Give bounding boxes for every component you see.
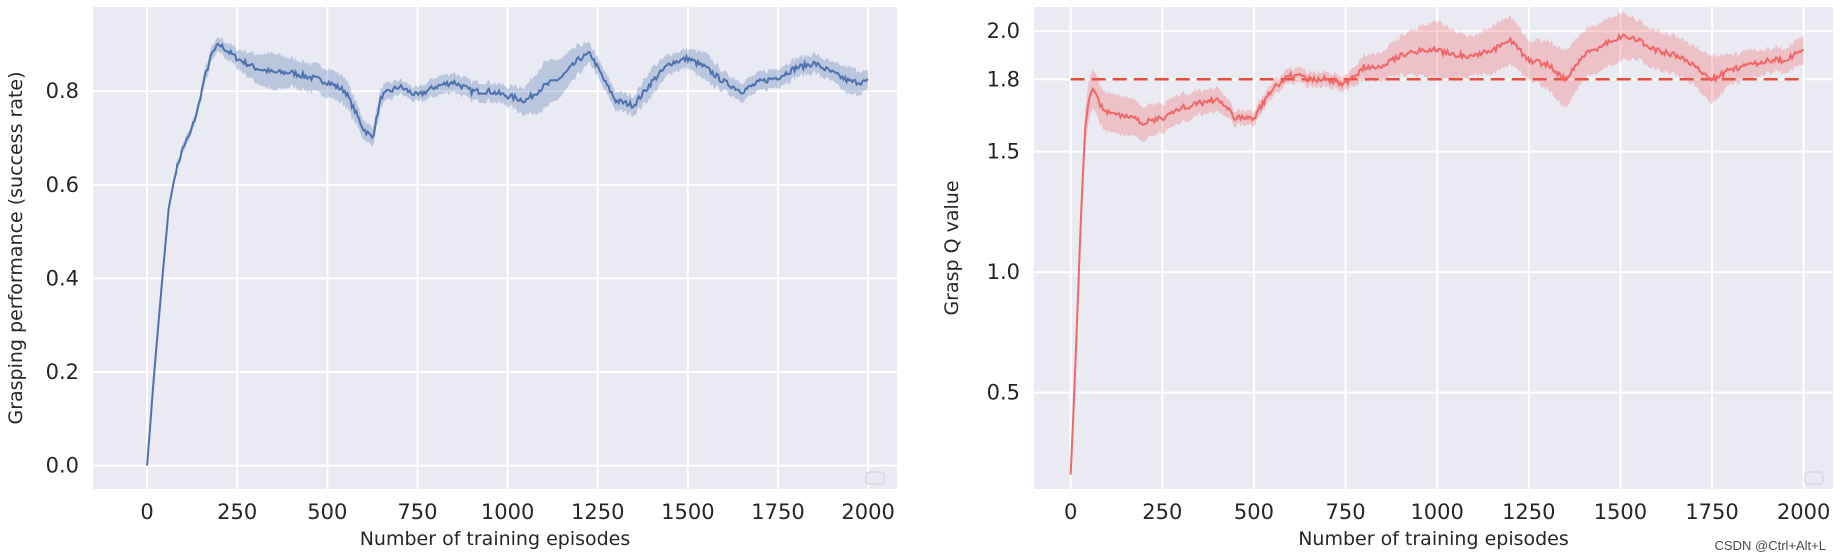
- x-axis-label: Number of training episodes: [360, 528, 631, 550]
- y-tick-label: 0.8: [46, 79, 79, 103]
- x-tick-label: 0: [1064, 500, 1077, 524]
- plot-area: [93, 7, 897, 489]
- y-axis-label: Grasping performance (success rate): [5, 71, 27, 424]
- y-tick-label: 1.5: [987, 140, 1020, 164]
- y-tick-label: 0.6: [46, 173, 79, 197]
- series-1-confidence-band: [1070, 11, 1804, 480]
- x-tick-label: 500: [1234, 500, 1274, 524]
- y-tick-label: 2.0: [987, 19, 1020, 43]
- chart-2: 0 250 500 750 1000 1250 1500 1750 2000 0.5 1.0 1.5 1…: [941, 7, 1833, 550]
- x-tick-label: 2000: [841, 500, 894, 524]
- watermark: CSDN @Ctrl+Alt+L: [1714, 538, 1826, 553]
- x-tick-label: 750: [397, 500, 437, 524]
- y-tick-label: 0.2: [46, 360, 79, 384]
- y-tick-label: 0.5: [987, 381, 1020, 405]
- chart-1: 0 250 500 750 1000 1250 1500 1750 2000 0.0 0.2 0.4 0…: [5, 7, 897, 550]
- y-tick-label: 0.0: [46, 454, 79, 478]
- x-tick-label: 500: [307, 500, 347, 524]
- x-tick-label: 750: [1325, 500, 1365, 524]
- legend-box: [865, 471, 885, 485]
- x-tick-label: 0: [140, 500, 153, 524]
- x-tick-label: 1250: [571, 500, 624, 524]
- x-tick-label: 1500: [1594, 500, 1647, 524]
- plot-area: [1034, 7, 1833, 489]
- y-axis-label: Grasp Q value: [941, 180, 963, 315]
- x-axis-label: Number of training episodes: [1298, 528, 1569, 550]
- x-tick-label: 2000: [1777, 500, 1830, 524]
- x-tick-label: 1000: [1410, 500, 1463, 524]
- y-tick-label: 1.8: [987, 67, 1020, 91]
- x-tick-label: 250: [217, 500, 257, 524]
- series-1-line: [146, 42, 869, 466]
- x-tick-label: 1250: [1502, 500, 1555, 524]
- x-tick-label: 250: [1142, 500, 1182, 524]
- series-1-line: [1069, 32, 1805, 475]
- x-tick-label: 1750: [1685, 500, 1738, 524]
- y-tick-label: 1.0: [987, 260, 1020, 284]
- x-tick-label: 1500: [661, 500, 714, 524]
- x-tick-label: 1000: [481, 500, 534, 524]
- y-tick-label: 0.4: [46, 266, 79, 290]
- x-tick-label: 1750: [751, 500, 804, 524]
- legend-box: [1804, 471, 1824, 485]
